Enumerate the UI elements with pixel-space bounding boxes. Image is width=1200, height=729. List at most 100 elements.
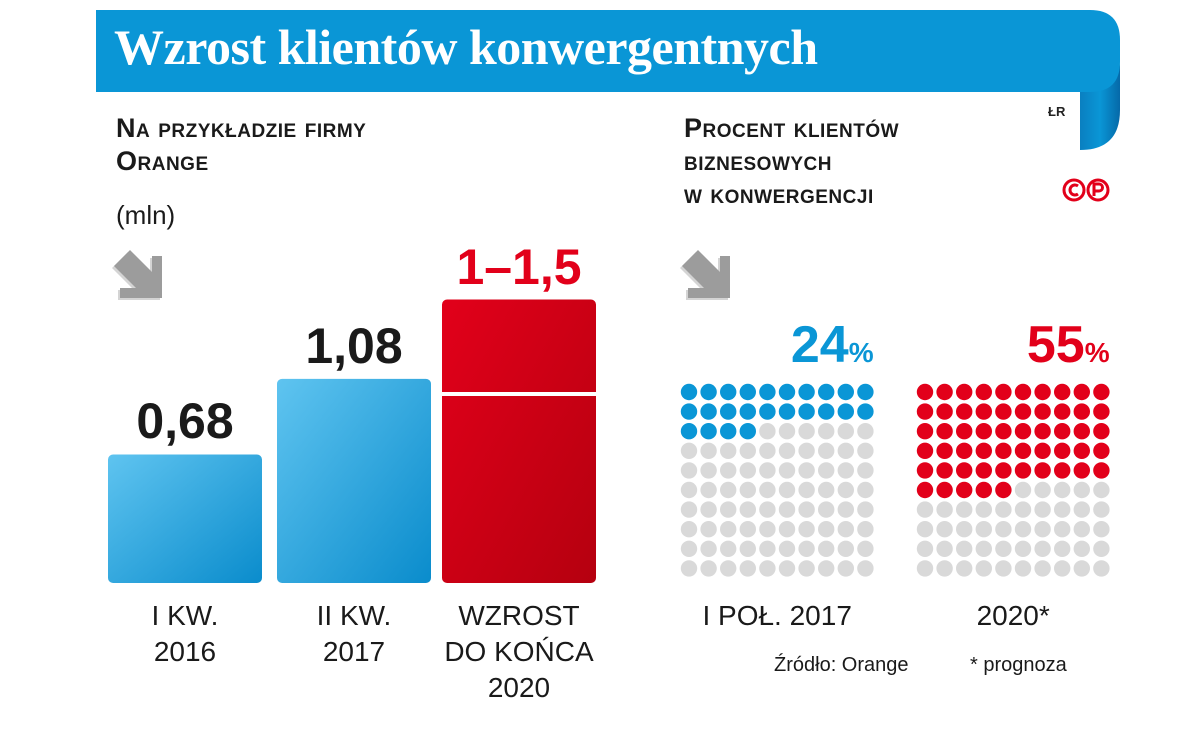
unit-label: (mln): [116, 200, 176, 230]
waffle-dot-filled: [956, 442, 973, 459]
waffle-dot-filled: [680, 403, 698, 420]
waffle-dot-empty: [1014, 521, 1032, 538]
bar-value-label: 0,68: [136, 393, 234, 450]
waffle-dot-filled: [956, 383, 973, 401]
waffle-dot-empty: [778, 481, 796, 499]
waffle-dot-empty: [700, 501, 717, 518]
waffle-dot-empty: [720, 462, 737, 479]
waffle-dot-filled: [936, 383, 953, 401]
waffle-dot-empty: [680, 462, 698, 479]
waffle-dot-filled: [1014, 403, 1032, 420]
waffle-dot-empty: [995, 560, 1012, 577]
copyright-icon: [1062, 178, 1110, 202]
waffle-dot-filled: [956, 481, 973, 499]
waffle-dot-empty: [700, 560, 717, 577]
waffle-dot-empty: [680, 560, 698, 577]
waffle-dot-empty: [956, 501, 973, 518]
waffle-dot-filled: [1073, 383, 1091, 401]
waffle-dot-empty: [818, 442, 835, 459]
waffle-dot-filled: [956, 403, 973, 420]
waffle-dot-filled: [995, 442, 1012, 459]
waffle-dot-empty: [759, 560, 776, 577]
waffle-dot-empty: [818, 560, 835, 577]
waffle-dot-empty: [995, 540, 1012, 557]
waffle-dot-empty: [798, 560, 815, 577]
waffle-dot-empty: [1054, 540, 1071, 557]
bar-category-line: DO KOŃCA: [444, 636, 594, 667]
right-panel-title: Procent klientów biznesowych w konwergen…: [684, 112, 899, 211]
bar-2: [277, 378, 431, 583]
waffle-dot-filled: [995, 462, 1012, 479]
waffle-dot-empty: [857, 521, 874, 538]
waffle-dot-filled: [680, 383, 698, 401]
waffle-percent-label: 24%: [791, 315, 874, 375]
waffle-dot-filled: [916, 462, 934, 479]
waffle-dot-filled: [1034, 442, 1051, 459]
page-title: Wzrost klientów konwergentnych: [114, 19, 818, 75]
waffle-dot-empty: [837, 423, 854, 440]
percent-value: 24: [790, 316, 849, 374]
percent-sign: %: [848, 337, 874, 368]
waffle-dot-empty: [700, 521, 717, 538]
waffle-dot-filled: [1014, 383, 1032, 401]
waffle-dot-filled: [995, 383, 1012, 401]
waffle-dot-filled: [975, 442, 992, 459]
waffle-dot-empty: [857, 501, 874, 518]
waffle-dot-empty: [1054, 481, 1071, 499]
waffle-dot-filled: [975, 383, 992, 401]
waffle-dot-filled: [739, 403, 756, 420]
waffle-dot-empty: [995, 501, 1012, 518]
waffle-dot-filled: [857, 403, 874, 420]
waffle-dot-filled: [916, 383, 934, 401]
waffle-dot-empty: [778, 442, 796, 459]
right-title-line-3: w konwergencji: [684, 179, 874, 209]
waffle-dot-empty: [818, 521, 835, 538]
waffle-dot-empty: [956, 521, 973, 538]
waffle-dot-filled: [936, 462, 953, 479]
waffle-dot-empty: [975, 521, 992, 538]
waffle-percent-label: 55%: [1027, 315, 1110, 375]
waffle-dot-empty: [1054, 560, 1071, 577]
waffle-dot-filled: [1073, 423, 1091, 440]
waffle-dot-empty: [975, 560, 992, 577]
waffle-dot-filled: [1054, 423, 1071, 440]
waffle-dot-filled: [1054, 442, 1071, 459]
waffle-dot-empty: [956, 560, 973, 577]
waffle-dot-empty: [680, 521, 698, 538]
waffle-dot-filled: [916, 403, 934, 420]
waffle-dot-filled: [936, 403, 953, 420]
waffle-dot-filled: [1054, 462, 1071, 479]
banner-body: [96, 10, 1120, 92]
waffle-dot-filled: [936, 442, 953, 459]
waffle-dot-empty: [1093, 501, 1110, 518]
waffle-dot-filled: [1093, 462, 1110, 479]
waffle-dot-empty: [916, 560, 934, 577]
bar-3: [442, 299, 596, 583]
waffle-dot-empty: [778, 560, 796, 577]
waffle-dot-empty: [1014, 501, 1032, 518]
waffle-dot-empty: [818, 462, 835, 479]
waffle-dot-empty: [759, 481, 776, 499]
right-title-line-2: biznesowych: [684, 146, 832, 176]
waffle-dot-empty: [1014, 540, 1032, 557]
waffle-dot-filled: [956, 462, 973, 479]
waffle-dot-empty: [739, 540, 756, 557]
waffle-dot-filled: [1034, 423, 1051, 440]
waffle-dot-filled: [1054, 403, 1071, 420]
waffle-dot-filled: [837, 383, 854, 401]
waffle-dot-filled: [739, 383, 756, 401]
waffle-dot-filled: [759, 383, 776, 401]
waffle-dot-empty: [759, 540, 776, 557]
waffle-dot-empty: [916, 540, 934, 557]
waffle-dot-empty: [759, 521, 776, 538]
waffle-dot-filled: [700, 383, 717, 401]
waffle-dot-empty: [700, 442, 717, 459]
waffle-dot-filled: [916, 442, 934, 459]
waffle-dot-empty: [759, 462, 776, 479]
waffle-dot-empty: [778, 423, 796, 440]
waffle-dot-filled: [995, 403, 1012, 420]
waffle-dot-empty: [1014, 481, 1032, 499]
waffle-dot-filled: [778, 383, 796, 401]
waffle-dot-empty: [916, 501, 934, 518]
